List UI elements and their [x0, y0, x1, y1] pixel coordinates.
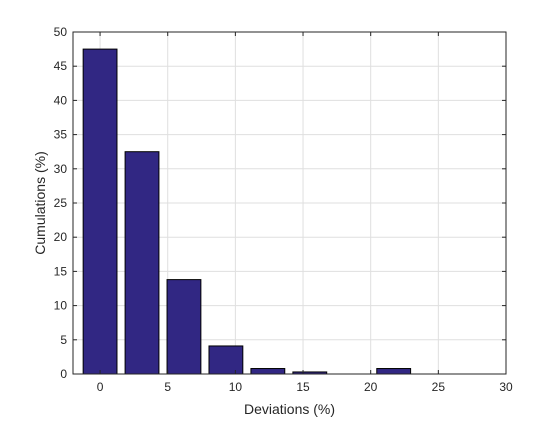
y-tick-label: 30: [54, 162, 68, 176]
y-tick-label: 0: [60, 367, 67, 381]
bar: [82, 48, 118, 375]
y-tick-label: 40: [54, 93, 68, 107]
x-axis-label: Deviations (%): [244, 401, 335, 417]
x-tick-label: 20: [364, 380, 378, 394]
x-tick-label: 10: [229, 380, 243, 394]
y-tick-label: 35: [54, 128, 68, 142]
y-tick-label: 20: [54, 230, 68, 244]
x-tick-label: 30: [499, 380, 513, 394]
bars: [82, 48, 412, 375]
y-tick-label: 10: [54, 299, 68, 313]
bar: [166, 279, 202, 375]
x-tick-label: 5: [164, 380, 171, 394]
bar: [376, 368, 412, 375]
y-tick-label: 5: [60, 333, 67, 347]
y-tick-label: 25: [54, 196, 68, 210]
x-tick-label: 15: [296, 380, 310, 394]
x-tick-label: 25: [432, 380, 446, 394]
bar: [124, 151, 160, 375]
y-tick-label: 50: [54, 25, 68, 39]
y-tick-label: 15: [54, 264, 68, 278]
ticks: [73, 31, 507, 375]
y-axis-label: Cumulations (%): [32, 151, 48, 254]
bar: [250, 368, 286, 375]
x-tick-label: 0: [97, 380, 104, 394]
y-tick-label: 45: [54, 59, 68, 73]
bar: [208, 345, 244, 375]
tick-labels: 0 5 10 15 20 25 30 0 5 10 15 20 25 30 35 40 45 50: [54, 25, 513, 394]
